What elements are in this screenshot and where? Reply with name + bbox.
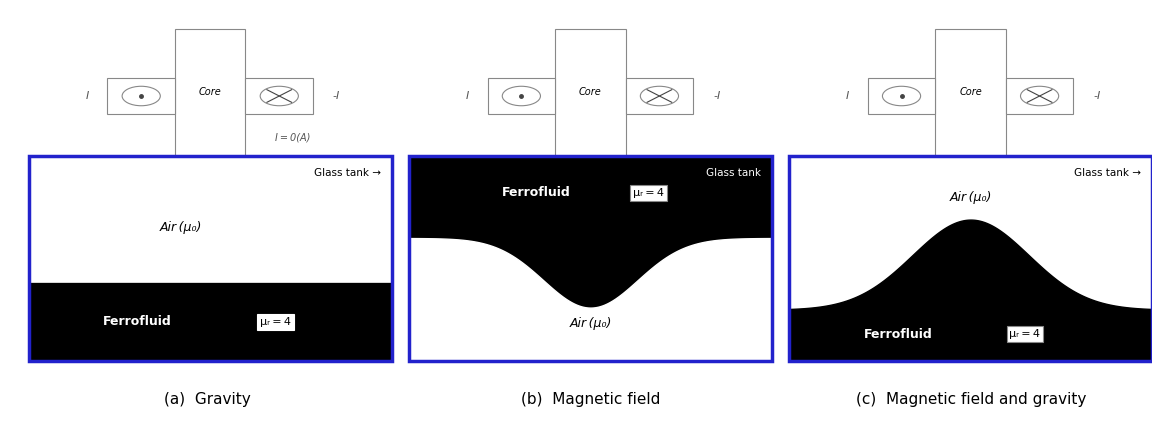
Bar (245, 78, 313, 114)
Text: (b)  Magnetic field: (b) Magnetic field (522, 392, 660, 407)
Text: μᵣ = 4: μᵣ = 4 (260, 317, 291, 327)
Text: Glass tank →: Glass tank → (313, 168, 381, 179)
Text: Ferrofluid: Ferrofluid (104, 315, 172, 328)
Text: Air (μ₀): Air (μ₀) (160, 221, 203, 234)
Text: I: I (846, 91, 849, 101)
Bar (175, 29, 245, 156)
Bar (107, 78, 175, 114)
Text: Core: Core (199, 87, 221, 97)
Text: -I: -I (713, 91, 720, 101)
Text: μᵣ = 4: μᵣ = 4 (632, 188, 664, 198)
Bar (867, 78, 935, 114)
Bar (626, 78, 694, 114)
Bar (555, 29, 626, 156)
Text: I = 0(A): I = 0(A) (275, 133, 310, 143)
Text: Air (μ₀): Air (μ₀) (569, 317, 612, 330)
Text: (a)  Gravity: (a) Gravity (164, 392, 251, 407)
Text: Core: Core (579, 87, 601, 97)
Text: Core: Core (960, 87, 982, 97)
Bar (935, 29, 1006, 156)
Text: -I: -I (1093, 91, 1100, 101)
Text: -I: -I (333, 91, 340, 101)
Text: Air (μ₀): Air (μ₀) (949, 191, 992, 203)
Bar (487, 78, 555, 114)
Text: μᵣ = 4: μᵣ = 4 (1009, 329, 1040, 339)
Bar (1006, 78, 1074, 114)
Text: Glass tank →: Glass tank → (1074, 168, 1142, 179)
Text: Ferrofluid: Ferrofluid (864, 328, 932, 341)
Text: (c)  Magnetic field and gravity: (c) Magnetic field and gravity (856, 392, 1086, 407)
Text: Glass tank: Glass tank (706, 168, 761, 179)
Text: I: I (85, 91, 89, 101)
Text: I: I (465, 91, 469, 101)
Text: Ferrofluid: Ferrofluid (501, 187, 570, 200)
